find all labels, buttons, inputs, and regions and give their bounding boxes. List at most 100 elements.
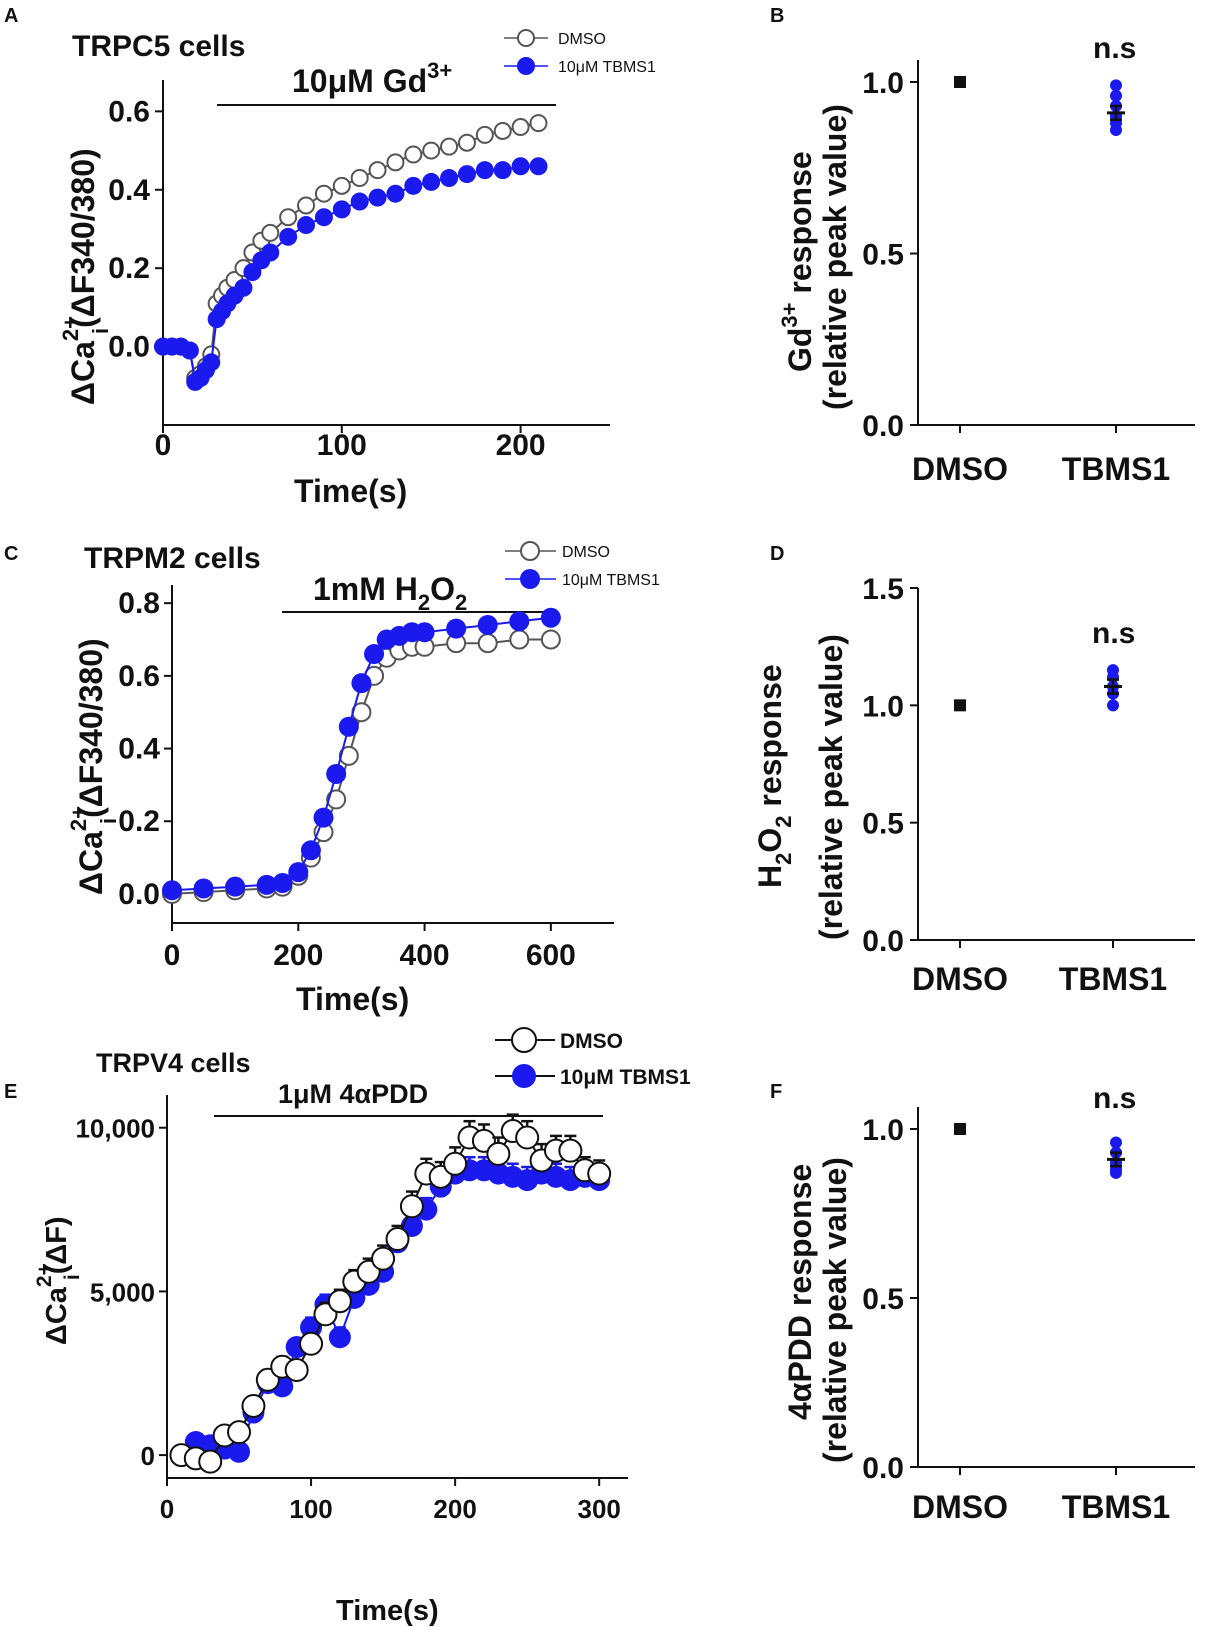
title-a: TRPC5 cells [72, 30, 245, 63]
axes-c: 0 200 400 600 0.0 0.2 0.4 0.6 0.8 [118, 585, 614, 972]
data-point-dmso-e [327, 1289, 352, 1314]
y-tick-label-b: 0.0 [862, 410, 904, 443]
data-point-tbms1-c [300, 840, 321, 861]
significance-f: n.s [1093, 1082, 1136, 1115]
ylabel-a-main: ΔCa [65, 341, 101, 405]
data-point-dmso-a [279, 208, 298, 227]
panel-label-a: A [4, 5, 18, 27]
stimulus-c-o: O [430, 571, 455, 607]
y-tick-label-c: 0.2 [118, 805, 160, 838]
data-point-dmso-e [299, 1331, 324, 1356]
y-tick-label-a: 0.2 [108, 252, 150, 285]
y-tick-label-c: 0.0 [118, 878, 160, 911]
data-point-tbms1-c [288, 862, 309, 883]
data-point-dmso-a [475, 125, 494, 144]
data-point-tbms1-a [511, 157, 530, 176]
legend-label-tbms1-e: 10μM TBMS1 [560, 1066, 691, 1089]
ylabel-b: Gd3+ response [777, 151, 818, 372]
ylabel-b-main: Gd [782, 328, 818, 372]
data-point-tbms1-c [193, 878, 214, 899]
data-point-dmso-e [385, 1227, 410, 1252]
stimulus-a-main: 10μM Gd [292, 63, 427, 99]
panel-label-c: C [4, 543, 18, 565]
panel-label-f: F [770, 1081, 782, 1103]
category-label-dmso-b: DMSO [912, 451, 1008, 487]
axes-b: 0.0 0.5 1.0 DMSO TBMS1 [862, 60, 1195, 487]
data-point-tbms1-c [313, 807, 334, 828]
data-point-dmso-e [241, 1393, 266, 1418]
ylabel-d-rest: response [752, 664, 788, 815]
data-point-tbms1-a [180, 341, 199, 360]
data-point-tbms1-e [328, 1326, 351, 1349]
data-point-dmso-e [587, 1161, 612, 1186]
data-point-dmso-c [540, 629, 561, 650]
data-point-dmso-a [297, 196, 316, 215]
data-point-tbms1-a [422, 172, 441, 191]
y-tick-label-f: 0.0 [862, 1452, 904, 1485]
data-point-tbms1-e [228, 1440, 251, 1463]
data-point-dmso-e [284, 1357, 309, 1382]
y-tick-label-f: 0.5 [862, 1283, 904, 1316]
ylabel-e-rest: (ΔF) [41, 1216, 73, 1274]
data-point-tbms1-a [202, 353, 221, 372]
panel-f: F 4αPDD response (relative peak value) n… [770, 1081, 1195, 1525]
data-point-dmso-c [326, 789, 347, 810]
y-tick-label-a: 0.4 [108, 174, 150, 207]
ylabel2-d: (relative peak value) [813, 634, 849, 940]
axes-a: 0 100 200 0.0 0.2 0.4 0.6 [108, 80, 610, 462]
x-tick-label-e: 200 [433, 1494, 476, 1524]
y-tick-label-e: 0 [141, 1441, 155, 1471]
axes-e: 0 100 200 300 0 5,000 10,000 [75, 1095, 628, 1524]
ylabel-a-sup: 2+ [58, 316, 83, 341]
legend-marker-dmso-a [517, 29, 535, 47]
data-point-dmso-a [511, 118, 530, 137]
data-point-tbms1-a [457, 165, 476, 184]
legend-marker-dmso-c [520, 541, 540, 561]
x-tick-label-a: 0 [155, 429, 172, 462]
data-point-tbms1-a [234, 278, 253, 297]
data-point-tbms1-a [314, 208, 333, 227]
x-tick-label-e: 300 [577, 1494, 620, 1524]
ylabel-d: H2O2 response [752, 664, 796, 888]
ylabel-b-sup: 3+ [777, 302, 802, 327]
data-point-tbms1-d [1107, 699, 1119, 712]
y-tick-label-d: 1.5 [862, 573, 904, 606]
data-point-dmso-e [558, 1138, 583, 1163]
data-point-dmso-e [371, 1246, 396, 1271]
category-label-tbms1-b: TBMS1 [1062, 451, 1170, 487]
y-tick-label-b: 0.5 [862, 239, 904, 272]
series-line-dmso-a [163, 122, 539, 380]
data-point-tbms1-c [446, 618, 467, 639]
data-point-dmso-f [954, 1123, 966, 1135]
title-e: TRPV4 cells [96, 1048, 251, 1078]
axes-d: 0.0 0.5 1.0 1.5 DMSO TBMS1 [862, 573, 1195, 997]
x-tick-label-c: 200 [273, 939, 323, 972]
xlabel-e: Time(s) [336, 1595, 439, 1627]
y-tick-label-c: 0.6 [118, 660, 160, 693]
panel-label-b: B [770, 5, 784, 27]
ylabel-c: ΔCa2+ i(ΔF340/380) [66, 638, 121, 895]
data-point-tbms1-c [256, 874, 277, 895]
y-tick-label-c: 0.8 [118, 587, 160, 620]
significance-b: n.s [1093, 32, 1136, 65]
x-tick-label-e: 100 [289, 1494, 332, 1524]
data-point-tbms1-a [368, 188, 387, 207]
data-point-tbms1-c [351, 673, 372, 694]
data-point-tbms1-c [225, 876, 246, 897]
data-point-dmso-e [515, 1125, 540, 1150]
plot-e [169, 1113, 612, 1474]
y-tick-label-d: 0.5 [862, 808, 904, 841]
data-point-tbms1-a [529, 157, 548, 176]
data-point-dmso-e [486, 1141, 511, 1166]
ylabel-f: 4αPDD response [782, 1164, 818, 1420]
panel-e: E TRPV4 cells 1μM 4αPDD ΔCa2+ i(ΔF) Time(… [4, 1027, 691, 1627]
data-point-tbms1-b [1110, 89, 1122, 102]
x-tick-label-a: 100 [317, 429, 367, 462]
stimulus-c-sub1: 2 [418, 590, 430, 615]
legend-c: DMSO 10μM TBMS1 [505, 541, 660, 589]
data-point-tbms1-c [540, 607, 561, 628]
panel-label-e: E [4, 1081, 17, 1103]
data-point-dmso-a [493, 121, 512, 140]
y-tick-label-e: 10,000 [75, 1114, 155, 1144]
y-tick-label-c: 0.4 [118, 733, 160, 766]
